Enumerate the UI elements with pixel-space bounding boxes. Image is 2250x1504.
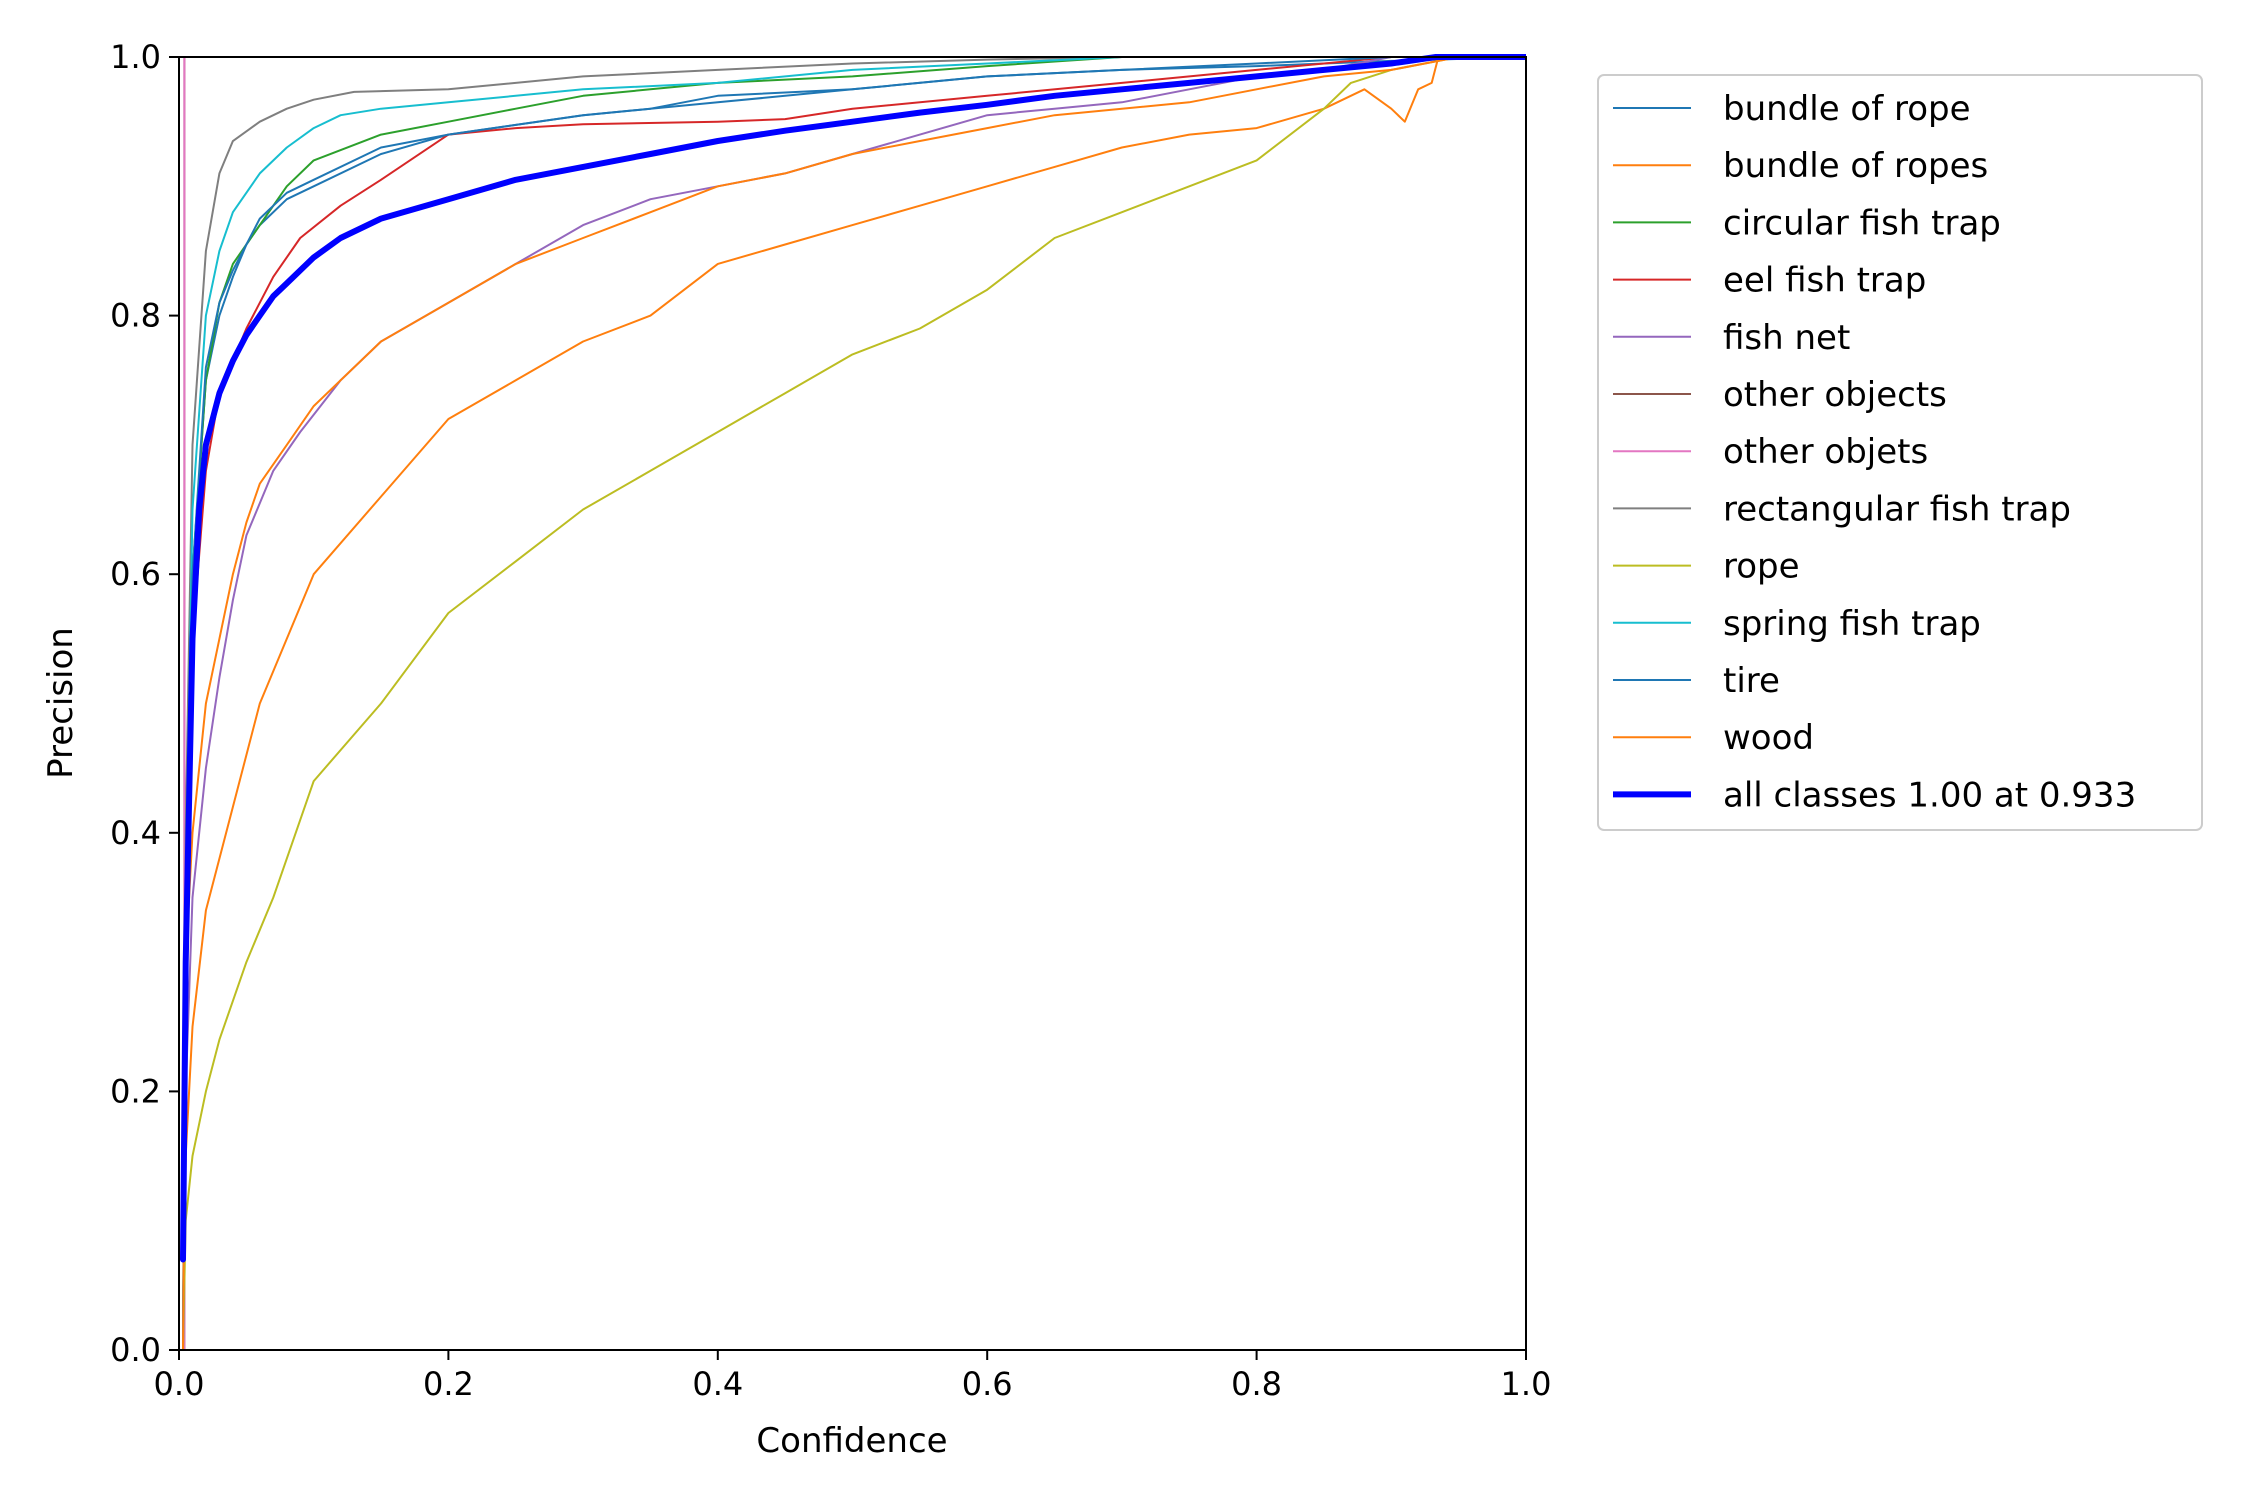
legend-label: rope: [1723, 547, 1800, 587]
x-tick-label: 0.0: [154, 1365, 205, 1403]
series-line-4: [182, 56, 1526, 1351]
series-line-2: [182, 56, 1526, 1351]
x-tick-label: 0.8: [1231, 1365, 1282, 1403]
legend-label: tire: [1723, 661, 1780, 701]
legend-entry: eel fish trap: [1613, 261, 1926, 301]
x-tick-label: 1.0: [1501, 1365, 1552, 1403]
series-line-3: [182, 56, 1526, 1351]
y-tick-label: 1.0: [110, 38, 161, 76]
legend-label: other objets: [1723, 432, 1928, 472]
series-line-9: [182, 56, 1526, 1351]
legend-label: bundle of ropes: [1723, 146, 1988, 186]
legend-entry: rectangular fish trap: [1613, 489, 2071, 529]
ticks-layer: 0.0 0.2 0.4 0.6 0.8 1.0 0.0 0.2 0.4 0.6 0.8 1.0: [110, 38, 1551, 1403]
y-tick-label: 0.2: [110, 1072, 161, 1110]
legend-label: spring fish trap: [1723, 604, 1981, 644]
series-line-7: [182, 56, 1526, 1351]
legend-entry: other objects: [1613, 375, 1947, 415]
x-axis-label: Confidence: [756, 1421, 947, 1461]
y-tick-label: 0.4: [110, 814, 161, 852]
legend-entry: bundle of ropes: [1613, 146, 1988, 186]
x-tick-label: 0.4: [692, 1365, 743, 1403]
legend-entry: all classes 1.00 at 0.933: [1613, 775, 2136, 815]
legend-entry: wood: [1613, 718, 1814, 758]
legend-label: circular fish trap: [1723, 203, 2001, 243]
legend-label: bundle of rope: [1723, 89, 1971, 129]
legend-entry: other objets: [1613, 432, 1928, 472]
y-axis-label: Precision: [41, 627, 81, 779]
legend-items: bundle of rope bundle of ropes circular fi…: [1613, 89, 2136, 815]
x-tick-label: 0.2: [423, 1365, 474, 1403]
series-line-12: [180, 54, 1526, 1263]
y-tick-label: 0.8: [110, 297, 161, 335]
legend-label: other objects: [1723, 375, 1947, 415]
legend-entry: rope: [1613, 547, 1800, 587]
y-tick-label: 0.6: [110, 555, 161, 593]
series-line-1: [182, 56, 1526, 1351]
legend-label: wood: [1723, 718, 1814, 758]
series-line-10: [182, 56, 1526, 1351]
series-layer: [180, 54, 1526, 1351]
series-line-11: [182, 56, 1526, 1351]
series-line-8: [182, 56, 1526, 1351]
legend-entry: spring fish trap: [1613, 604, 1981, 644]
legend-label: all classes 1.00 at 0.933: [1723, 775, 2136, 815]
legend-label: rectangular fish trap: [1723, 489, 2071, 529]
y-tick-label: 0.0: [110, 1331, 161, 1369]
legend-entry: tire: [1613, 661, 1780, 701]
series-line-0: [182, 56, 1526, 1351]
legend-entry: fish net: [1613, 318, 1850, 358]
legend-label: fish net: [1723, 318, 1850, 358]
legend-label: eel fish trap: [1723, 261, 1926, 301]
plot-frame: [178, 56, 1527, 1351]
legend-entry: circular fish trap: [1613, 203, 2001, 243]
legend-entry: bundle of rope: [1613, 89, 1971, 129]
x-tick-label: 0.6: [962, 1365, 1013, 1403]
legend-frame: [1597, 74, 2203, 831]
legend: bundle of rope bundle of ropes circular fi…: [1597, 74, 2203, 831]
